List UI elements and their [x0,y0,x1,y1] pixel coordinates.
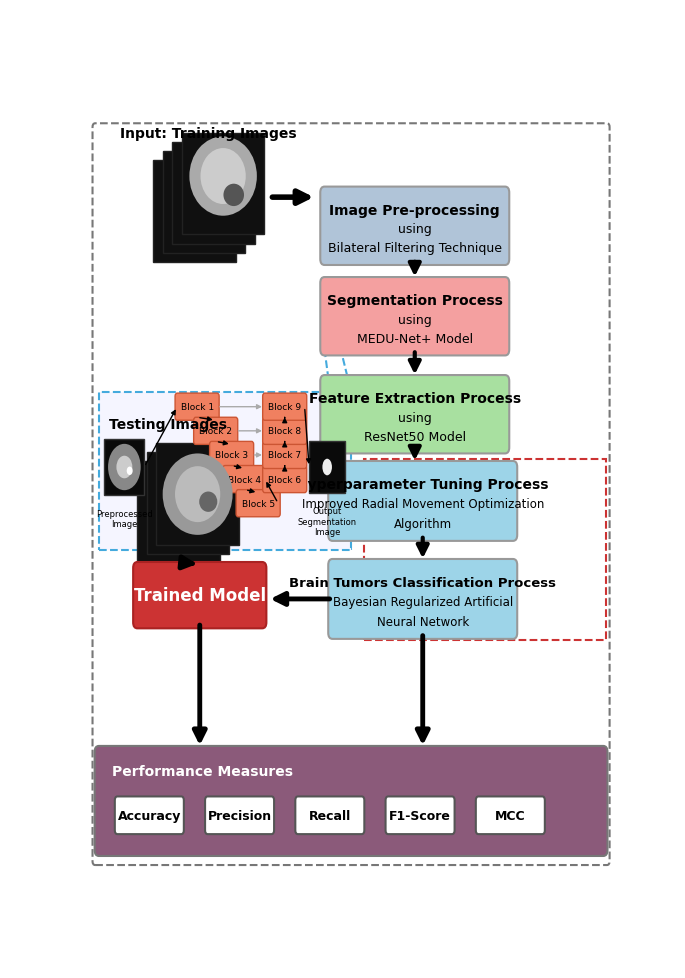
FancyBboxPatch shape [95,746,608,856]
Text: Block 7: Block 7 [268,451,301,460]
FancyBboxPatch shape [194,418,238,445]
FancyBboxPatch shape [476,797,545,834]
Text: Performance Measures: Performance Measures [112,764,293,778]
Text: Accuracy: Accuracy [118,809,181,822]
Text: Image Pre-processing: Image Pre-processing [329,203,500,217]
Text: Segmentation Process: Segmentation Process [327,293,503,308]
Text: MCC: MCC [495,809,525,822]
FancyBboxPatch shape [386,797,455,834]
FancyBboxPatch shape [328,462,517,542]
Ellipse shape [199,492,217,512]
FancyBboxPatch shape [223,467,267,493]
Text: Bilateral Filtering Technique: Bilateral Filtering Technique [327,242,502,255]
FancyBboxPatch shape [147,453,229,555]
FancyBboxPatch shape [138,462,220,563]
Text: F1-Score: F1-Score [389,809,451,822]
FancyBboxPatch shape [262,467,307,493]
FancyBboxPatch shape [182,134,264,236]
FancyBboxPatch shape [262,394,307,421]
Text: Block 2: Block 2 [199,426,232,436]
FancyBboxPatch shape [163,152,245,253]
Text: Hyperparameter Tuning Process: Hyperparameter Tuning Process [297,478,549,492]
Text: using: using [398,223,432,236]
Text: Precision: Precision [208,809,272,822]
FancyBboxPatch shape [262,418,307,445]
Ellipse shape [127,467,133,475]
FancyBboxPatch shape [236,490,280,517]
Text: Brain Tumors Classification Process: Brain Tumors Classification Process [289,576,556,590]
FancyBboxPatch shape [92,124,610,866]
Text: Output
Segmentation
Image: Output Segmentation Image [297,507,357,537]
Text: Recall: Recall [309,809,351,822]
Ellipse shape [108,444,140,491]
Text: Trained Model: Trained Model [134,587,266,604]
FancyBboxPatch shape [309,442,345,493]
FancyBboxPatch shape [105,439,145,496]
FancyBboxPatch shape [115,797,184,834]
Text: Testing Images: Testing Images [109,418,227,432]
FancyBboxPatch shape [133,562,266,629]
Ellipse shape [201,149,246,204]
Ellipse shape [162,454,233,535]
Ellipse shape [116,456,132,479]
Text: Neural Network: Neural Network [377,615,469,628]
Text: Feature Extraction Process: Feature Extraction Process [309,392,521,406]
FancyBboxPatch shape [205,797,274,834]
Ellipse shape [189,137,257,216]
FancyBboxPatch shape [321,376,509,454]
FancyBboxPatch shape [175,394,219,421]
Ellipse shape [323,460,332,476]
Text: Block 9: Block 9 [268,403,301,412]
FancyBboxPatch shape [295,797,364,834]
Text: Block 5: Block 5 [242,499,275,509]
Text: using: using [398,313,432,327]
Text: Block 3: Block 3 [215,451,248,460]
FancyBboxPatch shape [173,143,255,244]
Text: using: using [398,411,432,424]
FancyBboxPatch shape [153,160,236,262]
Text: Block 8: Block 8 [268,426,301,436]
Text: ResNet50 Model: ResNet50 Model [364,430,466,443]
FancyBboxPatch shape [328,559,517,640]
Text: Input: Training Images: Input: Training Images [121,127,297,141]
Text: Block 1: Block 1 [181,403,214,412]
Ellipse shape [175,467,221,522]
FancyBboxPatch shape [156,444,239,546]
Text: Bayesian Regularized Artificial: Bayesian Regularized Artificial [333,596,513,608]
FancyBboxPatch shape [210,442,253,469]
Text: Block 4: Block 4 [228,475,262,484]
FancyBboxPatch shape [99,392,351,551]
FancyBboxPatch shape [321,278,509,356]
Text: MEDU-Net+ Model: MEDU-Net+ Model [357,333,473,345]
Text: Improved Radial Movement Optimization: Improved Radial Movement Optimization [301,498,544,511]
Ellipse shape [223,185,244,207]
FancyBboxPatch shape [262,442,307,469]
FancyBboxPatch shape [321,188,509,266]
Text: Algorithm: Algorithm [394,517,452,530]
Text: Preprocessed
Image: Preprocessed Image [96,510,153,529]
Text: Block 6: Block 6 [268,475,301,484]
